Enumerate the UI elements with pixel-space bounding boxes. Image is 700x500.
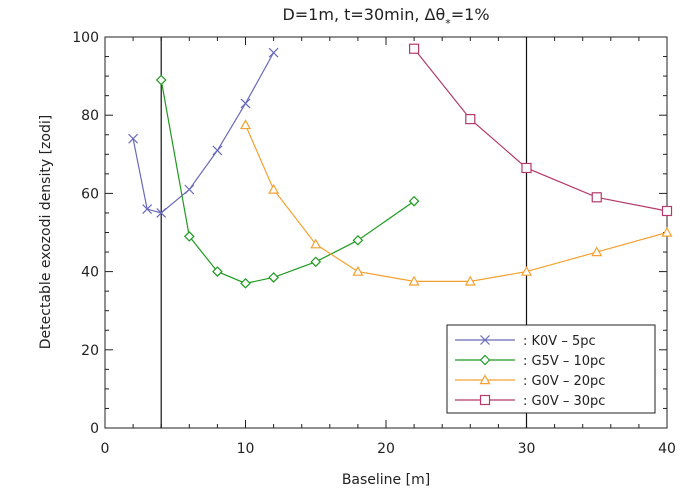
series-line	[413, 48, 668, 212]
series-line	[244, 124, 668, 282]
title-subscript: *	[445, 17, 451, 30]
title-main: D=1m, t=30min, Δθ	[282, 5, 445, 24]
data-point-stroke	[240, 98, 251, 109]
series-4	[409, 43, 673, 217]
x-tick-label: 20	[377, 441, 395, 457]
legend-label: : K0V – 5pc	[523, 334, 596, 349]
data-point-stroke	[156, 208, 167, 218]
data-point	[352, 234, 364, 246]
data-point	[184, 184, 195, 195]
legend-item: : G5V – 10pc	[455, 354, 605, 369]
data-point-stroke	[142, 204, 153, 214]
y-tick-label: 80	[81, 108, 99, 124]
legend-label: : G5V – 10pc	[523, 354, 605, 369]
data-point	[521, 162, 532, 174]
data-point	[240, 277, 251, 289]
y-tick-label: 0	[90, 421, 99, 437]
x-tick-label: 10	[237, 441, 255, 457]
y-tick-label: 100	[72, 30, 99, 46]
series-3	[239, 119, 673, 286]
data-point	[128, 133, 139, 144]
data-point	[240, 98, 251, 109]
data-point	[268, 183, 280, 194]
legend-item: : G0V – 30pc	[455, 394, 605, 409]
data-point	[465, 114, 476, 125]
data-point	[183, 231, 195, 242]
data-point	[479, 354, 491, 366]
data-point	[479, 374, 491, 385]
y-tick-label: 20	[81, 343, 99, 359]
data-point-stroke	[184, 184, 195, 195]
series-1	[128, 47, 279, 218]
data-point	[212, 145, 223, 156]
data-point-stroke	[480, 335, 490, 345]
data-point	[268, 272, 279, 283]
y-axis-label: Detectable exozodi density [zodi]	[38, 115, 54, 349]
data-point	[464, 275, 476, 286]
data-point	[409, 43, 420, 54]
data-point-stroke	[212, 145, 223, 156]
data-point-stroke	[128, 133, 139, 144]
data-point	[591, 246, 603, 257]
legend: : K0V – 5pc : G5V – 10pc : G0V – 20pc : G0V…	[446, 324, 656, 414]
data-point-stroke	[268, 47, 279, 58]
data-point	[268, 47, 279, 58]
title-suffix: =1%	[451, 5, 490, 24]
y-tick-label: 40	[81, 265, 99, 281]
data-point	[212, 266, 223, 277]
data-point	[155, 74, 167, 86]
legend-label: : G0V – 30pc	[523, 394, 605, 409]
data-point	[310, 256, 322, 268]
data-point	[661, 226, 673, 237]
data-point	[239, 119, 252, 130]
x-tick-label: 0	[101, 441, 110, 457]
x-axis-label: Baseline [m]	[342, 472, 430, 488]
data-point	[479, 394, 491, 406]
data-point	[661, 205, 673, 217]
data-point	[310, 238, 322, 249]
data-point	[156, 208, 167, 218]
data-point	[142, 204, 153, 214]
y-tick-label: 60	[81, 186, 99, 202]
data-point	[408, 195, 420, 207]
chart-title: D=1m, t=30min, Δθ*=1%	[282, 5, 489, 30]
data-point	[408, 275, 420, 286]
legend-item: : K0V – 5pc	[455, 334, 596, 349]
data-point	[480, 335, 490, 345]
series-2	[155, 74, 420, 289]
series-line	[132, 52, 275, 214]
data-point	[591, 192, 602, 203]
x-tick-label: 30	[518, 441, 536, 457]
series-line	[160, 79, 415, 284]
legend-item: : G0V – 20pc	[455, 374, 605, 389]
legend-label: : G0V – 20pc	[523, 374, 605, 389]
data-point	[520, 265, 533, 276]
x-tick-label: 40	[658, 441, 676, 457]
data-point	[352, 265, 364, 276]
